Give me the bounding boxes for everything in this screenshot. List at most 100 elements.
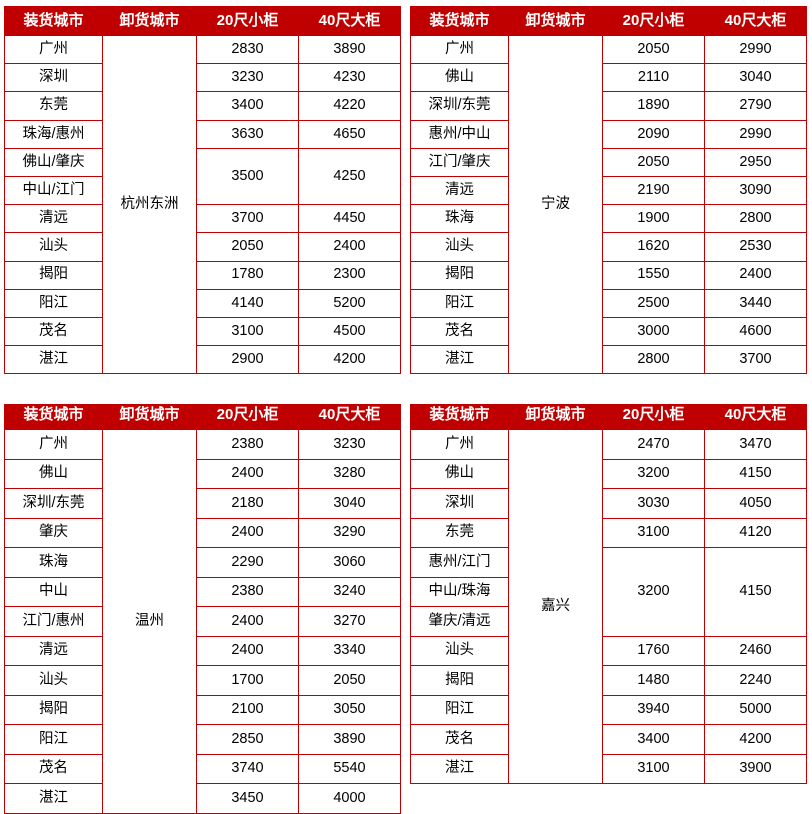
table-row: 广州 嘉兴 2470 3470 (410, 429, 807, 784)
load-city: 揭阳 (410, 260, 509, 290)
panel-jiaxing: 装货城市 卸货城市 20尺小柜 40尺大柜 广州 嘉兴 2470 3470 佛山 (406, 404, 812, 814)
table-header-row: 装货城市 卸货城市 20尺小柜 40尺大柜 (4, 404, 401, 430)
price-20ft: 2470 (602, 429, 705, 460)
column-header-20ft: 20尺小柜 (196, 6, 299, 36)
load-city: 珠海/惠州 (4, 119, 103, 149)
table-row: 阳江 2500 3440 (410, 288, 807, 318)
load-city: 珠海 (4, 547, 103, 578)
price-20ft: 3000 (602, 316, 705, 347)
price-20ft: 2400 (196, 606, 299, 637)
price-40ft: 3280 (298, 458, 401, 489)
load-city: 佛山/肇庆 (4, 147, 103, 177)
price-40ft: 2240 (704, 665, 807, 696)
price-20ft: 2400 (196, 635, 299, 666)
price-20ft: 1480 (602, 665, 705, 696)
price-20ft: 1700 (196, 665, 299, 696)
load-city: 中山/珠海 (410, 576, 509, 607)
table-row: 深圳 3230 4230 (4, 63, 401, 93)
price-20ft: 1780 (196, 260, 299, 290)
price-20ft: 1900 (602, 204, 705, 234)
column-header-load-city: 装货城市 (410, 404, 509, 430)
price-40ft: 2460 (704, 635, 807, 666)
price-40ft: 4150 (704, 458, 807, 489)
price-20ft: 2050 (602, 34, 705, 65)
price-20ft: 1760 (602, 635, 705, 666)
table-row: 汕头 1760 2460 (410, 635, 807, 666)
load-city: 深圳 (410, 488, 509, 519)
load-city: 湛江 (410, 753, 509, 784)
unload-city: 杭州东洲 (102, 34, 197, 375)
table-row: 汕头 1700 2050 (4, 665, 401, 696)
table-row: 茂名 3400 4200 (410, 724, 807, 755)
price-20ft: 2830 (196, 34, 299, 65)
table-row: 汕头 2050 2400 (4, 232, 401, 262)
load-city: 佛山 (4, 458, 103, 489)
load-city: 广州 (4, 34, 103, 65)
panel-hangzhou-dongzhou: 装货城市 卸货城市 20尺小柜 40尺大柜 广州 杭州东洲 2830 3890 … (0, 0, 406, 404)
unload-city: 宁波 (508, 34, 603, 375)
column-header-40ft: 40尺大柜 (298, 6, 401, 36)
table-row: 湛江 3450 4000 (4, 783, 401, 814)
load-city: 广州 (410, 429, 509, 460)
price-20ft: 3100 (196, 316, 299, 347)
price-20ft: 1550 (602, 260, 705, 290)
column-header-20ft: 20尺小柜 (602, 6, 705, 36)
price-40ft: 3240 (298, 576, 401, 607)
table-row: 阳江 2850 3890 (4, 724, 401, 755)
load-city: 佛山 (410, 63, 509, 93)
table-row: 揭阳 1550 2400 (410, 260, 807, 290)
price-40ft: 4600 (704, 316, 807, 347)
table-header-row: 装货城市 卸货城市 20尺小柜 40尺大柜 (410, 6, 807, 36)
price-40ft: 3090 (704, 175, 807, 206)
price-40ft: 2790 (704, 91, 807, 121)
price-40ft: 3890 (298, 34, 401, 65)
price-40ft: 3900 (704, 753, 807, 784)
load-city: 江门/肇庆 (410, 147, 509, 177)
price-40ft: 2530 (704, 232, 807, 262)
load-city: 揭阳 (410, 665, 509, 696)
price-20ft: 1620 (602, 232, 705, 262)
price-40ft: 3230 (298, 429, 401, 460)
load-city: 茂名 (4, 316, 103, 347)
load-city: 湛江 (410, 345, 509, 375)
load-city: 揭阳 (4, 694, 103, 725)
load-city: 江门/惠州 (4, 606, 103, 637)
table-row: 茂名 3740 5540 (4, 753, 401, 784)
price-40ft: 4230 (298, 63, 401, 93)
load-city: 清远 (4, 204, 103, 234)
price-40ft: 3440 (704, 288, 807, 318)
price-20ft: 3200 (602, 458, 705, 489)
price-40ft: 4200 (704, 724, 807, 755)
price-20ft: 3100 (602, 517, 705, 548)
load-city: 阳江 (4, 724, 103, 755)
table-row: 惠州/江门 3200 4150 (410, 547, 807, 637)
load-city: 湛江 (4, 783, 103, 814)
table-row: 中山/珠海 (410, 576, 807, 607)
price-40ft: 2400 (704, 260, 807, 290)
table-row: 珠海 2290 3060 (4, 547, 401, 578)
table-row: 江门/肇庆 2050 2950 (410, 147, 807, 177)
price-20ft: 3450 (196, 783, 299, 814)
price-40ft: 2950 (704, 147, 807, 177)
price-40ft: 2300 (298, 260, 401, 290)
load-city: 佛山 (410, 458, 509, 489)
price-20ft: 2110 (602, 63, 705, 93)
load-city: 惠州/江门 (410, 547, 509, 578)
price-20ft: 2380 (196, 429, 299, 460)
load-city: 汕头 (4, 232, 103, 262)
load-city: 揭阳 (4, 260, 103, 290)
price-40ft: 2050 (298, 665, 401, 696)
price-20ft: 3400 (196, 91, 299, 121)
price-40ft: 3270 (298, 606, 401, 637)
load-city: 茂名 (410, 724, 509, 755)
price-20ft: 2190 (602, 175, 705, 206)
load-city: 中山 (4, 576, 103, 607)
load-city: 汕头 (4, 665, 103, 696)
column-header-40ft: 40尺大柜 (704, 6, 807, 36)
load-city: 深圳/东莞 (4, 488, 103, 519)
table-row: 深圳 3030 4050 (410, 488, 807, 519)
table-row: 佛山/肇庆 3500 4250 (4, 147, 401, 206)
column-header-load-city: 装货城市 (4, 6, 103, 36)
table-row: 茂名 3100 4500 (4, 316, 401, 347)
